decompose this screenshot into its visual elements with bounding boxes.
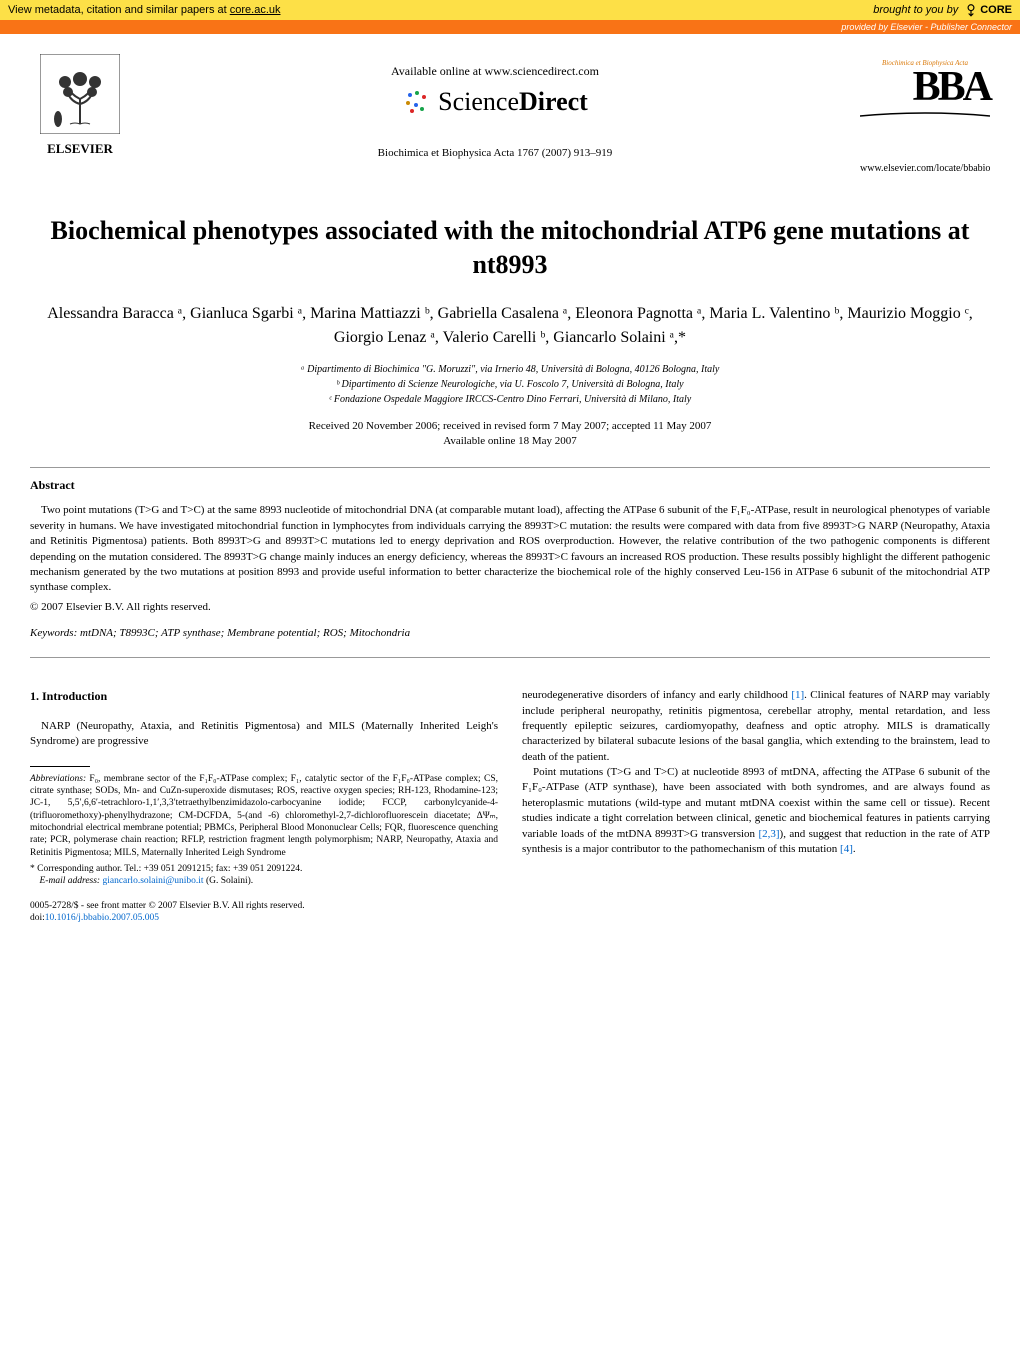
p2-start: neurodegenerative disorders of infancy a…	[522, 689, 791, 701]
core-link[interactable]: core.ac.uk	[230, 4, 281, 16]
sciencedirect-icon	[402, 87, 432, 117]
provided-by-text: provided by Elsevier - Publisher Connect…	[841, 22, 1012, 32]
body-columns: 1. Introduction NARP (Neuropathy, Ataxia…	[30, 688, 990, 924]
orange-banner: provided by Elsevier - Publisher Connect…	[0, 20, 1020, 34]
header-section: ELSEVIER Available online at www.science…	[0, 34, 1020, 184]
p3-end: .	[853, 843, 856, 855]
bba-logo: Biochimica et Biophysica Acta BBA www.el…	[860, 54, 990, 174]
keywords-text: mtDNA; T8993C; ATP synthase; Membrane po…	[80, 627, 410, 639]
ref-4[interactable]: [4]	[840, 843, 853, 855]
affiliation-c: ᶜ Fondazione Ospedale Maggiore IRCCS-Cen…	[30, 392, 990, 407]
affiliation-b: ᵇ Dipartimento di Scienze Neurologiche, …	[30, 377, 990, 392]
main-content: Biochemical phenotypes associated with t…	[0, 214, 1020, 924]
core-icon	[964, 3, 978, 17]
elsevier-text: ELSEVIER	[30, 141, 130, 157]
bba-url: www.elsevier.com/locate/bbabio	[860, 163, 990, 174]
email-name: (G. Solaini).	[206, 876, 253, 886]
core-banner: View metadata, citation and similar pape…	[0, 0, 1020, 20]
email-link[interactable]: giancarlo.solaini@unibo.it	[102, 876, 203, 886]
keywords-label: Keywords:	[30, 627, 77, 639]
brought-by-text: brought to you by	[873, 4, 958, 16]
ref-23[interactable]: [2,3]	[758, 828, 779, 840]
article-title: Biochemical phenotypes associated with t…	[30, 214, 990, 282]
ref-1[interactable]: [1]	[791, 689, 804, 701]
email-label: E-mail address:	[40, 876, 101, 886]
core-banner-left: View metadata, citation and similar pape…	[8, 4, 873, 16]
elsevier-logo: ELSEVIER	[30, 54, 130, 157]
bba-text: BBA	[860, 69, 990, 105]
abbreviations-footnote: Abbreviations: F₀, membrane sector of th…	[30, 773, 498, 859]
affiliations: ᵃ Dipartimento di Biochimica "G. Moruzzi…	[30, 362, 990, 407]
abstract-paragraph: Two point mutations (T>G and T>C) at the…	[30, 503, 990, 595]
sd-science: Science	[438, 87, 519, 116]
divider	[30, 467, 990, 468]
copyright: © 2007 Elsevier B.V. All rights reserved…	[30, 600, 990, 615]
authors: Alessandra Baracca ᵃ, Gianluca Sgarbi ᵃ,…	[30, 302, 990, 350]
left-column: 1. Introduction NARP (Neuropathy, Ataxia…	[30, 688, 498, 924]
core-logo: CORE	[962, 3, 1012, 17]
core-text: CORE	[980, 4, 1012, 16]
dates: Received 20 November 2006; received in r…	[30, 419, 990, 450]
abstract-text: Two point mutations (T>G and T>C) at the…	[30, 503, 990, 615]
available-online: Available online at www.sciencedirect.co…	[150, 64, 840, 79]
intro-p3: Point mutations (T>G and T>C) at nucleot…	[522, 765, 990, 857]
bba-swoosh-icon	[860, 110, 990, 118]
doi-line: doi:10.1016/j.bbabio.2007.05.005	[30, 912, 498, 924]
email-footnote: E-mail address: giancarlo.solaini@unibo.…	[30, 875, 498, 887]
keywords: Keywords: mtDNA; T8993C; ATP synthase; M…	[30, 627, 990, 639]
abbrev-label: Abbreviations:	[30, 774, 86, 784]
doi-link[interactable]: 10.1016/j.bbabio.2007.05.005	[45, 913, 159, 923]
journal-line: Biochimica et Biophysica Acta 1767 (2007…	[150, 147, 840, 159]
intro-heading: 1. Introduction	[30, 688, 498, 705]
received-date: Received 20 November 2006; received in r…	[30, 419, 990, 434]
doi-label: doi:	[30, 913, 45, 923]
corresponding-footnote: * Corresponding author. Tel.: +39 051 20…	[30, 863, 498, 875]
sciencedirect-logo: ScienceDirect	[150, 87, 840, 117]
header-center: Available online at www.sciencedirect.co…	[150, 54, 840, 159]
front-matter: 0005-2728/$ - see front matter © 2007 El…	[30, 900, 498, 925]
right-column: neurodegenerative disorders of infancy a…	[522, 688, 990, 924]
front-matter-line1: 0005-2728/$ - see front matter © 2007 El…	[30, 900, 498, 912]
intro-p2: neurodegenerative disorders of infancy a…	[522, 688, 990, 765]
sd-direct: Direct	[519, 87, 588, 116]
abbrev-text: F₀, membrane sector of the F₁F₀-ATPase c…	[30, 774, 498, 858]
divider	[30, 657, 990, 658]
footnote-divider	[30, 766, 90, 767]
online-date: Available online 18 May 2007	[30, 434, 990, 449]
core-banner-right: brought to you by CORE	[873, 3, 1012, 17]
metadata-text: View metadata, citation and similar pape…	[8, 4, 230, 16]
intro-p1: NARP (Neuropathy, Ataxia, and Retinitis …	[30, 719, 498, 750]
elsevier-tree-icon	[40, 54, 120, 134]
corresponding-text: * Corresponding author. Tel.: +39 051 20…	[30, 864, 302, 874]
affiliation-a: ᵃ Dipartimento di Biochimica "G. Moruzzi…	[30, 362, 990, 377]
abstract-heading: Abstract	[30, 478, 990, 493]
